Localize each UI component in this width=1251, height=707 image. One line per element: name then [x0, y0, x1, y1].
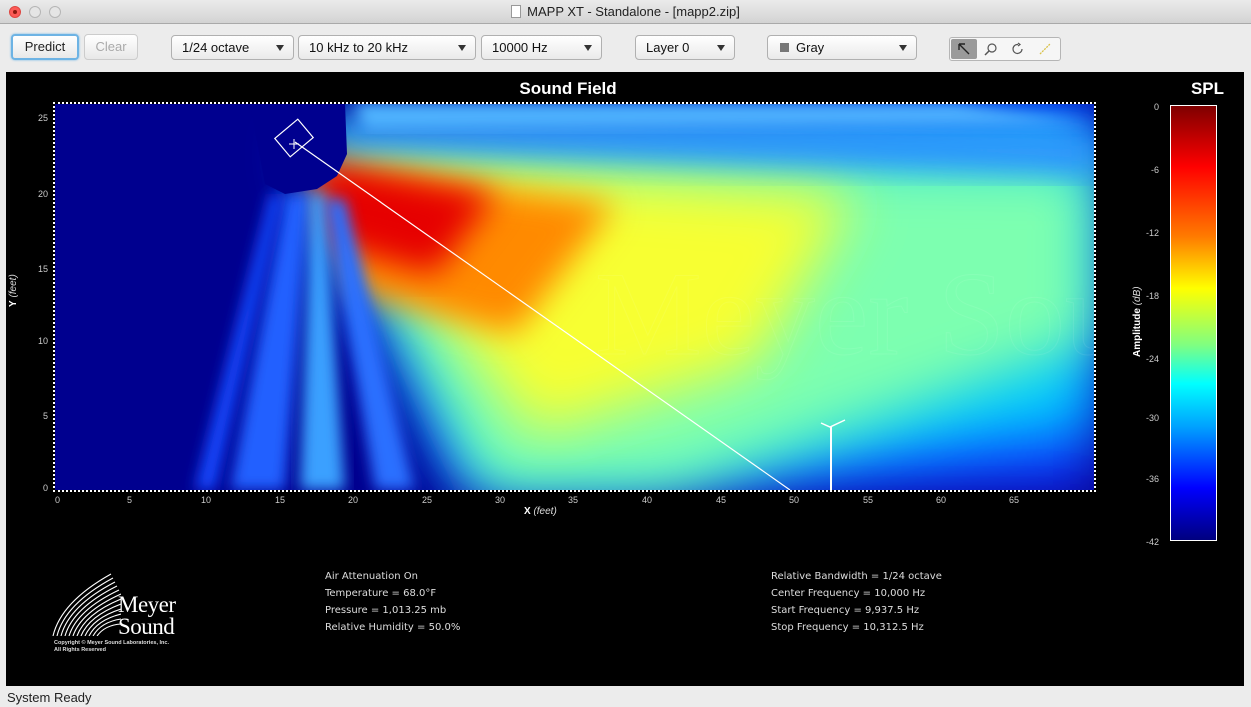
x-tick: 55 [863, 495, 874, 505]
status-bar: System Ready [0, 686, 1251, 707]
predict-button[interactable]: Predict [11, 34, 79, 60]
y-axis-title: Y (feet) [8, 274, 19, 307]
y-axis-unit: (feet) [8, 274, 19, 298]
color-swatch-icon [780, 43, 789, 52]
clear-button[interactable]: Clear [84, 34, 138, 60]
sound-field-heatmap: Meyer Sound [55, 104, 1094, 490]
y-tick: 10 [38, 336, 49, 346]
frequency-range-value: 10 kHz to 20 kHz [309, 40, 408, 55]
info-start-frequency: Start Frequency = 9,937.5 Hz [771, 605, 920, 616]
logo-lines-icon [52, 573, 122, 637]
y-tick: 25 [38, 113, 49, 123]
x-tick: 40 [642, 495, 653, 505]
environment-info: Air Attenuation On Temperature = 68.0°F … [325, 568, 460, 636]
spl-colorbar [1170, 105, 1217, 541]
info-pressure: Pressure = 1,013.25 mb [325, 605, 447, 616]
layer-dropdown[interactable]: Layer 0 [635, 35, 735, 60]
x-tick: 5 [127, 495, 133, 505]
y-axis-label: Y [8, 300, 19, 307]
x-tick: 15 [275, 495, 286, 505]
x-tick: 35 [568, 495, 579, 505]
logo-name-line1: Meyer [118, 592, 176, 617]
sound-field-plot[interactable]: Meyer Sound [55, 104, 1094, 490]
y-tick: 5 [43, 411, 49, 421]
select-arrow-icon[interactable] [951, 39, 977, 59]
colorbar-title: SPL [1190, 79, 1224, 98]
colorbar-tick: -30 [1146, 413, 1160, 423]
x-tick: 30 [495, 495, 506, 505]
window-title-bar: MAPP XT - Standalone - [mapp2.zip] [0, 0, 1251, 24]
bandwidth-dropdown[interactable]: 1/24 octave [171, 35, 294, 60]
info-center-frequency: Center Frequency = 10,000 Hz [771, 588, 926, 599]
colorbar-tick: -18 [1146, 291, 1160, 301]
watermark-text: Meyer Sound [595, 247, 1094, 380]
colorbar-tick: -6 [1151, 165, 1160, 175]
info-humidity: Relative Humidity = 50.0% [325, 622, 461, 633]
x-tick: 10 [201, 495, 212, 505]
plot-frame [53, 102, 1096, 492]
tool-segmented-control [949, 37, 1061, 61]
chevron-down-icon [458, 45, 466, 51]
colorbar-axis-title: Amplitude (dB) [1132, 286, 1143, 357]
logo-copyright: Copyright © Meyer Sound Laboratories, In… [54, 640, 224, 654]
x-tick: 20 [348, 495, 359, 505]
measure-icon[interactable] [1032, 39, 1058, 59]
frequency-info: Relative Bandwidth = 1/24 octave Center … [771, 568, 942, 636]
frequency-value: 10000 Hz [492, 40, 548, 55]
toolbar: Predict Clear 1/24 octave 10 kHz to 20 k… [0, 24, 1251, 72]
colorbar-tick: -36 [1146, 474, 1160, 484]
copyright-line1: Copyright © Meyer Sound Laboratories, In… [54, 640, 169, 646]
zoom-window-button[interactable] [49, 6, 61, 18]
measurement-line[interactable] [294, 141, 791, 490]
color-scheme-value: Gray [796, 40, 825, 55]
x-axis-unit: (feet) [533, 506, 557, 517]
chevron-down-icon [899, 45, 907, 51]
window-title-text: MAPP XT - Standalone - [mapp2.zip] [527, 4, 740, 19]
x-tick: 45 [716, 495, 727, 505]
x-tick: 50 [789, 495, 800, 505]
chevron-down-icon [584, 45, 592, 51]
info-air-attenuation: Air Attenuation On [325, 571, 418, 582]
bandwidth-value: 1/24 octave [182, 40, 250, 55]
microphone-icon[interactable] [820, 419, 846, 490]
x-tick: 65 [1009, 495, 1020, 505]
window-title: MAPP XT - Standalone - [mapp2.zip] [0, 4, 1251, 19]
colorbar-tick: -12 [1146, 228, 1160, 238]
y-tick: 15 [38, 264, 49, 274]
logo-name: Meyer Sound [118, 592, 176, 639]
x-axis-label: X [524, 506, 531, 517]
rotate-icon[interactable] [1005, 39, 1031, 59]
x-axis-title: X (feet) [524, 506, 557, 517]
frequency-dropdown[interactable]: 10000 Hz [481, 35, 602, 60]
x-tick: 60 [936, 495, 947, 505]
chevron-down-icon [276, 45, 284, 51]
document-icon [511, 5, 522, 18]
status-text: System Ready [7, 690, 92, 705]
y-tick: 0 [43, 483, 49, 493]
plot-title: Sound Field [519, 79, 617, 98]
logo-name-line2: Sound [118, 614, 175, 639]
colorbar-unit: (dB) [1132, 286, 1143, 306]
close-window-button[interactable] [9, 6, 21, 18]
colorbar-tick: 0 [1154, 102, 1160, 112]
colorbar-tick: -42 [1146, 537, 1160, 547]
zoom-icon[interactable] [978, 39, 1004, 59]
info-stop-frequency: Stop Frequency = 10,312.5 Hz [771, 622, 924, 633]
frequency-range-dropdown[interactable]: 10 kHz to 20 kHz [298, 35, 476, 60]
x-tick: 0 [55, 495, 61, 505]
x-tick: 25 [422, 495, 433, 505]
chevron-down-icon [717, 45, 725, 51]
info-temperature: Temperature = 68.0°F [325, 588, 437, 599]
y-tick: 20 [38, 189, 49, 199]
colorbar-tick: -24 [1146, 354, 1160, 364]
sound-field-view: Sound Field SPL [6, 72, 1244, 686]
layer-value: Layer 0 [646, 40, 690, 55]
minimize-window-button[interactable] [29, 6, 41, 18]
colorbar-label: Amplitude [1132, 308, 1143, 357]
meyer-sound-logo: Meyer Sound Copyright © Meyer Sound Labo… [51, 572, 224, 654]
info-relative-bandwidth: Relative Bandwidth = 1/24 octave [771, 571, 942, 582]
copyright-line2: All Rights Reserved [54, 647, 106, 653]
color-scheme-dropdown[interactable]: Gray [767, 35, 917, 60]
